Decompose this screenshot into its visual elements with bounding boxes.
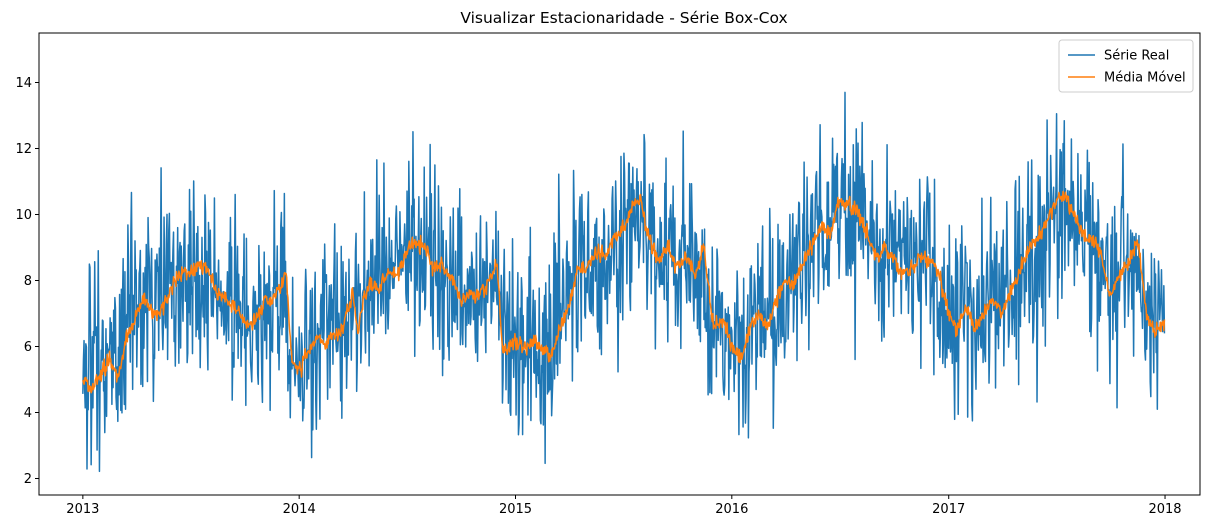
plot-frame <box>38 32 1201 496</box>
legend-label: Série Real <box>1104 49 1169 64</box>
x-tick-label: 2017 <box>932 502 965 517</box>
series-line-media-movel <box>82 190 1166 394</box>
x-tick-label: 2013 <box>66 502 99 517</box>
plot-area <box>82 91 1166 473</box>
y-tick-label: 8 <box>24 274 32 289</box>
series-media-movel <box>82 190 1166 394</box>
legend-label: Média Móvel <box>1104 71 1186 86</box>
x-axis: 2013 2014 2015 2016 2017 2018 <box>66 495 1182 517</box>
y-axis: 2 4 6 8 10 12 14 <box>15 76 39 487</box>
y-tick-label: 2 <box>24 472 32 487</box>
legend: Série Real Média Móvel <box>1058 39 1194 93</box>
x-tick-label: 2016 <box>715 502 748 517</box>
chart-title: Visualizar Estacionaridade - Série Box-C… <box>460 9 787 27</box>
y-tick-label: 12 <box>15 142 32 157</box>
x-tick-label: 2014 <box>283 502 316 517</box>
x-tick-label: 2015 <box>499 502 532 517</box>
x-tick-label: 2018 <box>1148 502 1181 517</box>
y-tick-label: 6 <box>24 340 32 355</box>
legend-box <box>1058 39 1194 93</box>
y-tick-label: 4 <box>24 406 32 421</box>
y-tick-label: 14 <box>15 76 32 91</box>
y-tick-label: 10 <box>15 208 32 223</box>
